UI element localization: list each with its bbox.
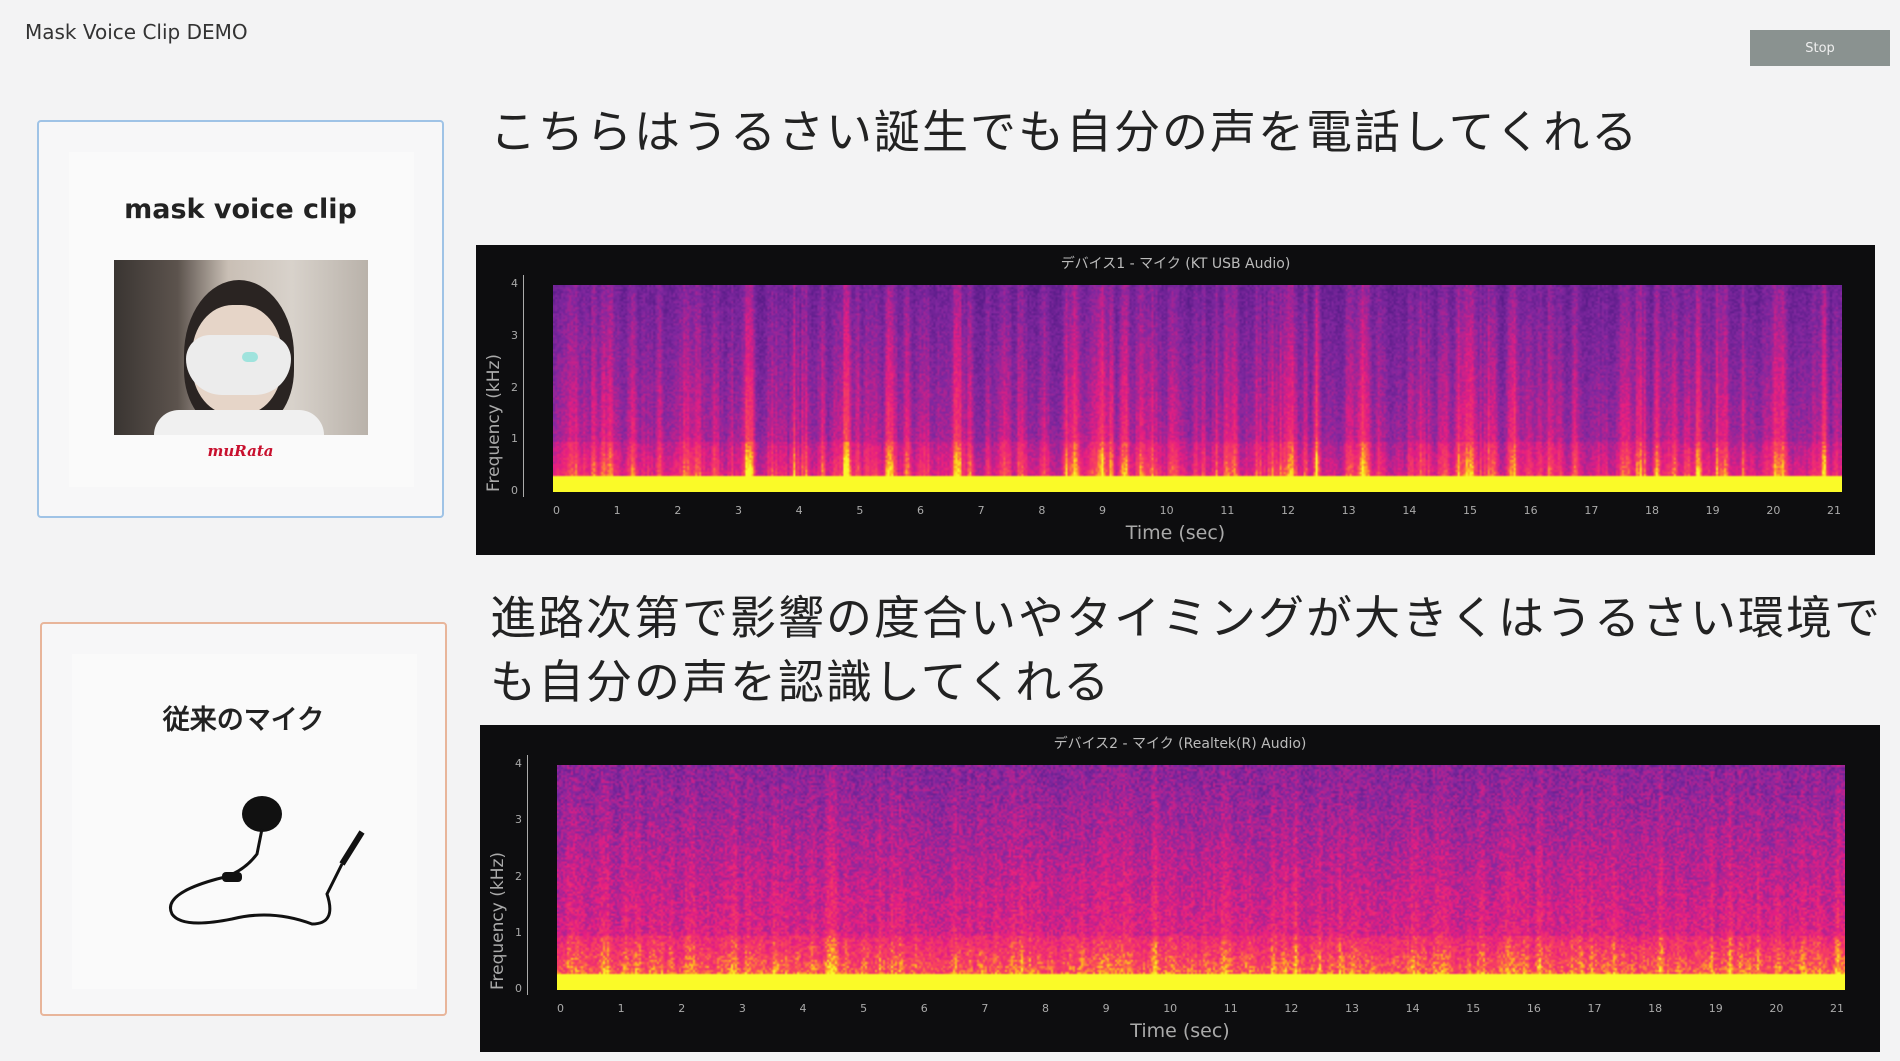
x-tick-label: 7 bbox=[981, 1002, 989, 1015]
y-axis-line bbox=[527, 755, 528, 995]
x-tick-label: 8 bbox=[1038, 504, 1046, 517]
x-tick-label: 0 bbox=[553, 504, 560, 517]
x-tick-label: 4 bbox=[799, 1002, 807, 1015]
spectrogram-heatmap bbox=[557, 765, 1845, 990]
x-tick-label: 3 bbox=[738, 1002, 746, 1015]
x-tick-label: 20 bbox=[1769, 1002, 1784, 1015]
x-tick-label: 13 bbox=[1341, 504, 1356, 517]
x-tick-label: 11 bbox=[1223, 1002, 1238, 1015]
y-axis-label: Frequency (kHz) bbox=[488, 851, 508, 990]
x-tick-label: 12 bbox=[1284, 1002, 1299, 1015]
y-tick-label: 2 bbox=[511, 380, 518, 394]
app-title: Mask Voice Clip DEMO bbox=[25, 20, 248, 44]
y-tick-label: 3 bbox=[515, 813, 522, 827]
x-tick-label: 12 bbox=[1281, 504, 1295, 517]
x-tick-label: 13 bbox=[1345, 1002, 1360, 1015]
x-tick-label: 6 bbox=[917, 504, 924, 517]
y-tick-label: 4 bbox=[511, 277, 518, 290]
x-tick-label: 21 bbox=[1830, 1002, 1844, 1015]
y-tick-label: 1 bbox=[515, 925, 522, 939]
card-title: mask voice clip bbox=[124, 194, 357, 225]
heading-1: こちらはうるさい誕生でも自分の声を電話してくれる bbox=[490, 105, 1640, 159]
x-axis-label: Time (sec) bbox=[1125, 522, 1226, 544]
mask-voice-clip-card: mask voice clip muRata bbox=[37, 120, 444, 518]
x-tick-label: 19 bbox=[1708, 1002, 1723, 1015]
x-tick-label: 16 bbox=[1523, 504, 1538, 517]
x-tick-label: 15 bbox=[1466, 1002, 1481, 1015]
y-axis-label: Frequency (kHz) bbox=[484, 353, 504, 492]
x-tick-label: 3 bbox=[735, 504, 742, 517]
card-title: 従来のマイク bbox=[162, 705, 325, 736]
murata-logo: muRata bbox=[207, 442, 274, 460]
x-tick-label: 21 bbox=[1827, 504, 1841, 517]
x-tick-label: 16 bbox=[1526, 1002, 1541, 1015]
x-tick-label: 9 bbox=[1102, 1002, 1110, 1015]
x-tick-label: 15 bbox=[1463, 504, 1477, 517]
y-tick-label: 1 bbox=[511, 432, 518, 446]
heading-2: 進路次第で影響の度合いやタイミングが大きくはうるさい環境でも自分の声を認識してく… bbox=[490, 591, 1882, 709]
x-tick-label: 5 bbox=[856, 504, 864, 517]
x-tick-label: 9 bbox=[1099, 504, 1106, 517]
x-tick-label: 1 bbox=[613, 504, 621, 517]
y-tick-label: 2 bbox=[515, 869, 522, 883]
y-axis-line bbox=[523, 275, 524, 497]
woman-wearing-mask-photo bbox=[114, 260, 368, 435]
y-tick-label: 4 bbox=[515, 757, 522, 770]
y-tick-label: 0 bbox=[515, 982, 522, 995]
x-tick-label: 20 bbox=[1766, 504, 1781, 517]
x-tick-label: 17 bbox=[1584, 504, 1599, 517]
spectrogram-panel-1: デバイス1 - マイク (KT USB Audio) 0 1 2 3 4 5 6 7 8 9 10 1… bbox=[476, 245, 1875, 555]
x-tick-label: 4 bbox=[795, 504, 803, 517]
x-axis-label: Time (sec) bbox=[1130, 1020, 1230, 1042]
stop-button[interactable]: Stop bbox=[1750, 30, 1890, 66]
x-tick-label: 1 bbox=[617, 1002, 625, 1015]
x-tick-label: 18 bbox=[1648, 1002, 1663, 1015]
lavalier-microphone-photo bbox=[169, 796, 365, 926]
x-tick-label: 8 bbox=[1041, 1002, 1049, 1015]
x-tick-label: 11 bbox=[1220, 504, 1235, 517]
x-tick-label: 18 bbox=[1645, 504, 1659, 517]
conventional-mic-card: 従来のマイク bbox=[40, 622, 447, 1016]
x-tick-label: 0 bbox=[557, 1002, 564, 1015]
x-tick-label: 14 bbox=[1402, 504, 1417, 517]
x-tick-label: 19 bbox=[1705, 504, 1720, 517]
y-tick-label: 0 bbox=[511, 484, 518, 497]
x-tick-label: 7 bbox=[977, 504, 985, 517]
x-tick-label: 5 bbox=[860, 1002, 868, 1015]
chart-title: デバイス1 - マイク (KT USB Audio) bbox=[1060, 256, 1291, 272]
x-tick-label: 10 bbox=[1163, 1002, 1178, 1015]
x-tick-label: 2 bbox=[678, 1002, 686, 1015]
y-tick-label: 3 bbox=[511, 328, 518, 342]
x-tick-label: 14 bbox=[1405, 1002, 1420, 1015]
x-tick-label: 10 bbox=[1159, 504, 1174, 517]
x-tick-label: 2 bbox=[674, 504, 682, 517]
spectrogram-heatmap bbox=[553, 285, 1842, 492]
chart-title: デバイス2 - マイク (Realtek(R) Audio) bbox=[1053, 736, 1307, 752]
x-tick-label: 17 bbox=[1587, 1002, 1602, 1015]
x-tick-label: 6 bbox=[920, 1002, 928, 1015]
